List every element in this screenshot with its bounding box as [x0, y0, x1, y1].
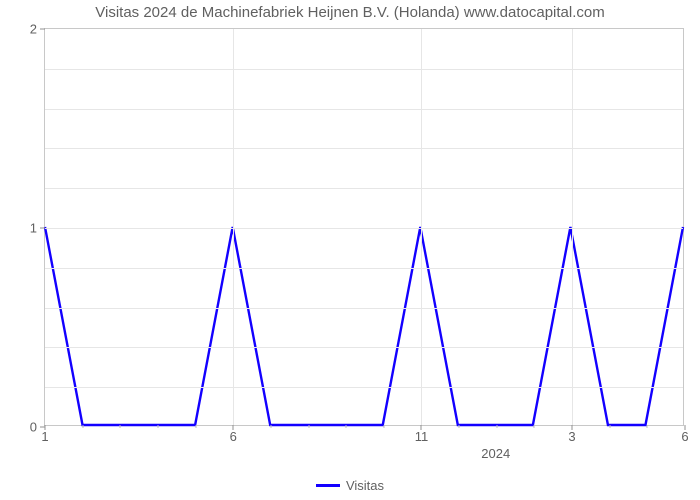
grid-line-h — [45, 148, 683, 149]
x-tick-label: 1 — [41, 425, 48, 444]
grid-line-v — [572, 29, 573, 425]
grid-line-h — [45, 228, 683, 229]
grid-line-h — [45, 347, 683, 348]
y-tick-label: 2 — [30, 22, 45, 37]
x-minor-tick — [195, 425, 196, 428]
y-tick-label: 1 — [30, 221, 45, 236]
x-minor-tick — [609, 425, 610, 428]
x-minor-tick — [308, 425, 309, 428]
grid-line-h — [45, 109, 683, 110]
x-tick-label: 3 — [568, 425, 575, 444]
x-tick-label: 11 — [415, 425, 429, 444]
x-minor-tick — [270, 425, 271, 428]
grid-line-h — [45, 308, 683, 309]
grid-line-h — [45, 188, 683, 189]
x-minor-tick — [157, 425, 158, 428]
grid-line-v — [233, 29, 234, 425]
grid-line-h — [45, 387, 683, 388]
legend-swatch — [316, 484, 340, 487]
chart-container: Visitas 2024 de Machinefabriek Heijnen B… — [0, 0, 700, 500]
legend: Visitas — [0, 478, 700, 493]
x-minor-tick — [647, 425, 648, 428]
visitas-line — [45, 227, 683, 425]
x-minor-tick — [120, 425, 121, 428]
grid-line-h — [45, 268, 683, 269]
grid-line-h — [45, 69, 683, 70]
line-series — [45, 29, 683, 425]
grid-line-v — [421, 29, 422, 425]
x-minor-tick — [346, 425, 347, 428]
x-tick-label: 6 — [230, 425, 237, 444]
plot-area: 012161136 — [44, 28, 684, 426]
x-minor-tick — [383, 425, 384, 428]
x-axis-title: 2024 — [481, 446, 510, 461]
x-minor-tick — [82, 425, 83, 428]
x-minor-tick — [496, 425, 497, 428]
x-tick-label: 6 — [681, 425, 688, 444]
x-minor-tick — [459, 425, 460, 428]
chart-title: Visitas 2024 de Machinefabriek Heijnen B… — [0, 4, 700, 21]
x-minor-tick — [534, 425, 535, 428]
legend-label: Visitas — [346, 478, 384, 493]
